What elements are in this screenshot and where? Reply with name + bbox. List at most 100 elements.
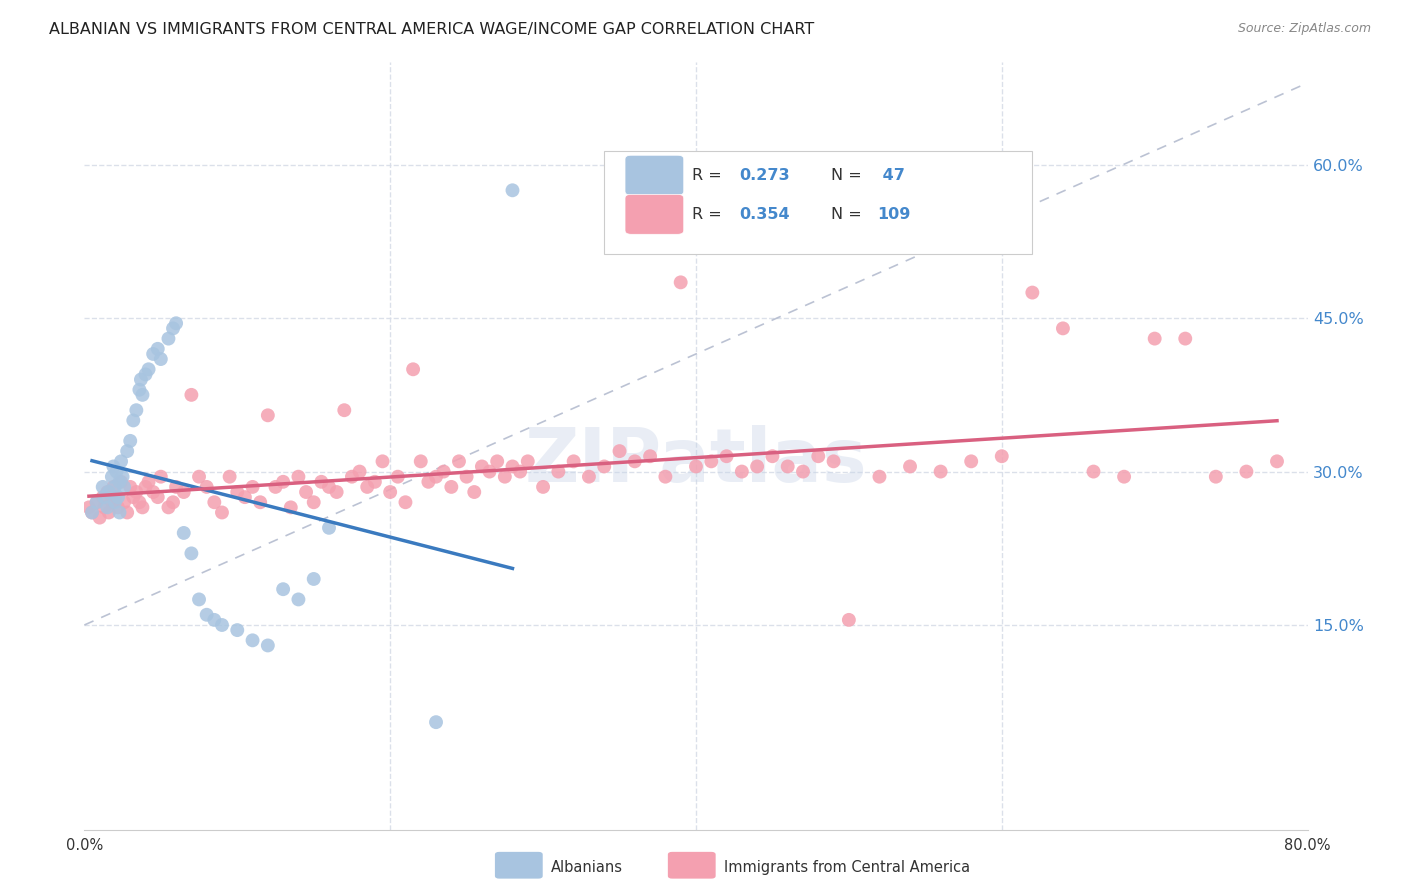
Point	[101, 469, 124, 483]
Point	[149, 352, 172, 367]
Point	[107, 490, 129, 504]
Point	[97, 485, 120, 500]
Point	[356, 480, 378, 494]
Point	[380, 485, 402, 500]
Point	[180, 388, 202, 402]
Point	[257, 409, 280, 423]
Point	[325, 485, 347, 500]
Point	[349, 465, 371, 479]
Text: N =: N =	[831, 207, 866, 222]
Point	[131, 388, 153, 402]
Point	[162, 321, 184, 335]
Text: ZIPatlas: ZIPatlas	[524, 425, 868, 498]
Point	[108, 506, 131, 520]
Point	[128, 383, 150, 397]
Point	[149, 469, 172, 483]
Point	[747, 459, 769, 474]
Point	[433, 465, 456, 479]
Point	[463, 485, 485, 500]
Point	[131, 500, 153, 515]
Point	[146, 490, 169, 504]
Point	[502, 459, 524, 474]
Point	[440, 480, 463, 494]
Point	[486, 454, 509, 468]
Point	[226, 623, 249, 637]
Point	[547, 465, 569, 479]
Point	[91, 490, 114, 504]
Point	[101, 495, 124, 509]
Point	[960, 454, 983, 468]
Text: 0.273: 0.273	[738, 168, 789, 183]
Point	[929, 465, 952, 479]
Point	[1265, 454, 1288, 468]
Point	[287, 592, 309, 607]
Point	[531, 480, 554, 494]
Point	[425, 715, 447, 730]
Point	[108, 475, 131, 489]
Point	[80, 506, 103, 520]
Point	[509, 465, 531, 479]
Point	[257, 639, 280, 653]
Text: 47: 47	[877, 168, 905, 183]
Point	[146, 342, 169, 356]
Text: R =: R =	[692, 207, 727, 222]
Point	[115, 444, 138, 458]
Point	[991, 449, 1014, 463]
Text: ALBANIAN VS IMMIGRANTS FROM CENTRAL AMERICA WAGE/INCOME GAP CORRELATION CHART: ALBANIAN VS IMMIGRANTS FROM CENTRAL AMER…	[49, 22, 814, 37]
Point	[242, 480, 264, 494]
Point	[135, 368, 157, 382]
Text: 109: 109	[877, 207, 910, 222]
Point	[115, 506, 138, 520]
FancyBboxPatch shape	[626, 194, 683, 235]
Point	[188, 469, 211, 483]
Point	[394, 495, 416, 509]
Point	[700, 454, 723, 468]
Point	[624, 454, 647, 468]
Point	[447, 454, 470, 468]
Point	[823, 454, 845, 468]
Point	[103, 459, 125, 474]
Point	[340, 469, 363, 483]
Point	[125, 485, 148, 500]
Point	[97, 506, 120, 520]
Point	[188, 592, 211, 607]
Point	[96, 500, 118, 515]
Point	[1143, 332, 1166, 346]
Point	[202, 613, 225, 627]
Point	[138, 362, 160, 376]
Point	[112, 495, 135, 509]
Point	[562, 454, 585, 468]
Point	[138, 475, 160, 489]
Point	[776, 459, 799, 474]
Point	[104, 480, 127, 494]
Point	[77, 500, 100, 515]
Point	[311, 475, 333, 489]
Point	[654, 469, 676, 483]
Point	[162, 495, 184, 509]
Point	[233, 490, 256, 504]
Point	[1174, 332, 1197, 346]
Point	[271, 582, 294, 597]
Point	[638, 449, 661, 463]
Point	[402, 362, 425, 376]
Text: Source: ZipAtlas.com: Source: ZipAtlas.com	[1237, 22, 1371, 36]
Point	[226, 485, 249, 500]
Point	[122, 413, 145, 427]
Point	[218, 469, 240, 483]
Point	[105, 465, 128, 479]
Point	[807, 449, 830, 463]
Point	[578, 469, 600, 483]
Text: Albanians: Albanians	[551, 860, 623, 874]
Point	[112, 480, 135, 494]
Point	[669, 276, 692, 290]
Point	[731, 465, 754, 479]
Point	[165, 316, 187, 330]
Point	[195, 480, 218, 494]
Point	[104, 495, 127, 509]
Point	[371, 454, 394, 468]
Point	[364, 475, 387, 489]
Point	[242, 633, 264, 648]
Text: N =: N =	[831, 168, 866, 183]
Point	[318, 480, 340, 494]
Point	[471, 459, 494, 474]
